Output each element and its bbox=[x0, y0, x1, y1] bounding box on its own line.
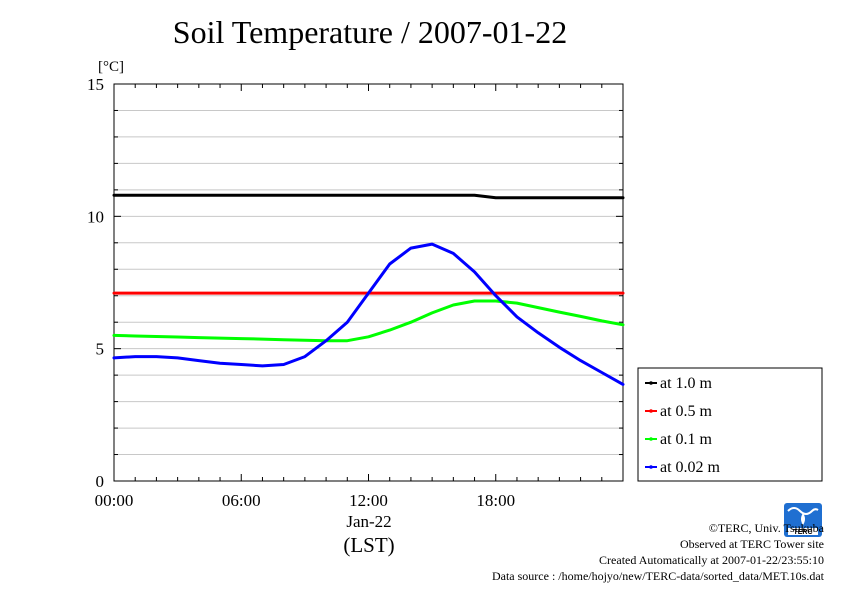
legend-box bbox=[637, 367, 823, 482]
credits-source: Data source : /home/hojyo/new/TERC-data/… bbox=[491, 569, 824, 583]
x-axis-label: (LST) bbox=[343, 533, 394, 557]
x-tick-label: 12:00 bbox=[349, 491, 388, 510]
legend-label: at 0.1 m bbox=[660, 431, 713, 448]
legend-marker bbox=[649, 381, 653, 385]
logo-text: TERC bbox=[793, 529, 812, 536]
credits-block: ©TERC, Univ. Tsukuba Observed at TERC To… bbox=[492, 520, 824, 584]
x-tick-label: 00:00 bbox=[95, 491, 134, 510]
legend-label: at 0.02 m bbox=[660, 459, 721, 476]
legend-label: at 1.0 m bbox=[660, 375, 713, 392]
credits-observed: Observed at TERC Tower site bbox=[679, 537, 824, 551]
credits-copyright: ©TERC, Univ. Tsukuba bbox=[708, 521, 824, 535]
series-line bbox=[112, 193, 625, 200]
x-axis-date-label: Jan-22 bbox=[346, 512, 391, 531]
terc-logo-icon: TERC bbox=[784, 503, 822, 537]
legend-marker bbox=[649, 409, 653, 413]
x-tick-label: 06:00 bbox=[222, 491, 261, 510]
series-lines bbox=[112, 193, 625, 386]
y-tick-label: 0 bbox=[96, 472, 105, 491]
legend: at 1.0 m at 0.5 m at 0.1 m at 0.02 m bbox=[637, 367, 823, 482]
y-axis-unit-label: [°C] bbox=[98, 59, 124, 75]
chart-title: Soil Temperature / 2007-01-22 bbox=[172, 14, 568, 50]
credits-created: Created Automatically at 2007-01-22/23:5… bbox=[599, 553, 824, 567]
legend-marker bbox=[649, 437, 653, 441]
plot-frame bbox=[113, 83, 624, 482]
series-line bbox=[112, 242, 625, 386]
series-line bbox=[112, 299, 625, 343]
legend-marker bbox=[649, 465, 653, 469]
axis-ticks: 00:00 06:00 12:00 18:00 0 5 10 15 bbox=[87, 75, 624, 510]
grid-lines bbox=[114, 109, 623, 456]
y-tick-label: 10 bbox=[87, 207, 104, 226]
y-tick-label: 5 bbox=[96, 340, 105, 359]
y-tick-label: 15 bbox=[87, 75, 104, 94]
legend-label: at 0.5 m bbox=[660, 403, 713, 420]
x-tick-label: 18:00 bbox=[476, 491, 515, 510]
